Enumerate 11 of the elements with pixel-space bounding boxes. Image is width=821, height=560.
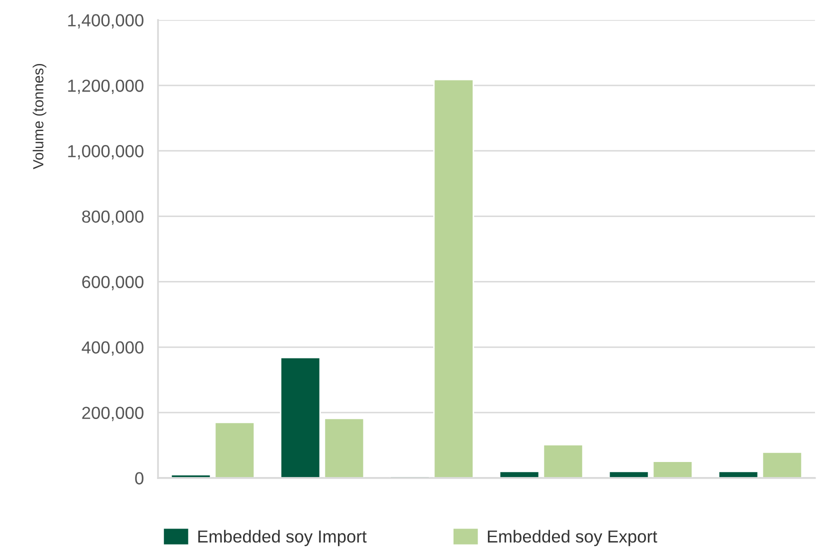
y-tick-label: 800,000 <box>82 210 144 225</box>
y-tick-label: 0 <box>135 472 144 484</box>
y-axis-title: Volume (tonnes) <box>32 64 46 170</box>
y-tick-label: 600,000 <box>82 276 144 290</box>
y-tick-label: 400,000 <box>82 341 144 356</box>
legend-label: Embedded soy Export <box>488 530 658 546</box>
y-tick-label: 200,000 <box>82 406 144 422</box>
y-tick-label: 1,200,000 <box>68 80 144 94</box>
y-tick-label: 1,400,000 <box>68 14 144 29</box>
legend-label: Embedded soy Import <box>198 530 367 546</box>
y-tick-label: 1,000,000 <box>68 145 144 160</box>
